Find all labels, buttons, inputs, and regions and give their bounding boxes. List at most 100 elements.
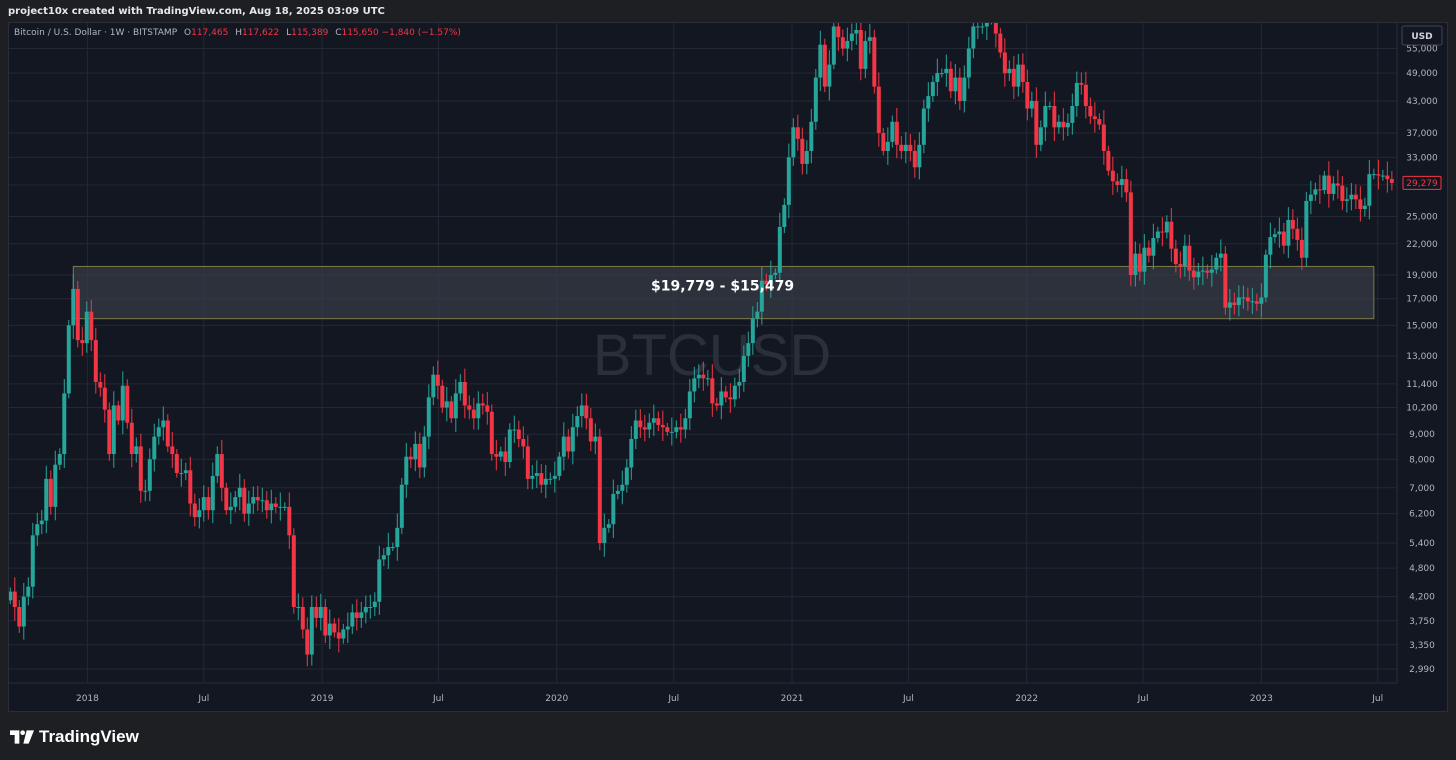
candle-body	[381, 555, 386, 560]
candle-body	[372, 601, 377, 608]
chart-frame[interactable]: BTCUSD $19,779 - $15,479 55,000 49,000 43,…	[8, 22, 1448, 712]
candle-body	[278, 506, 283, 508]
candle-body	[507, 429, 512, 462]
candle-body	[998, 33, 1003, 53]
candle-body	[503, 451, 508, 462]
candle-body	[777, 227, 782, 273]
candle-body	[1254, 301, 1259, 304]
candle-body	[701, 374, 706, 379]
candle-body	[687, 391, 692, 419]
candle-body	[1272, 234, 1277, 238]
symbol-legend: Bitcoin / U.S. Dollar · 1W · BITSTAMP O1…	[14, 28, 461, 38]
candle-body	[750, 318, 755, 344]
candle-body	[638, 420, 643, 428]
candle-body	[1173, 248, 1178, 265]
candle-body	[926, 96, 931, 109]
candle-body	[471, 409, 476, 419]
support-zone-label: $19,779 - $15,479	[651, 279, 794, 295]
candle-body	[984, 23, 989, 27]
candle-body	[728, 397, 733, 400]
candle-body	[1209, 269, 1214, 273]
candle-body	[656, 418, 661, 425]
candle-body	[1160, 231, 1165, 233]
symbol-title: Bitcoin / U.S. Dollar · 1W · BITSTAMP	[14, 28, 178, 38]
candle-body	[404, 456, 409, 485]
usd-button-label: USD	[1411, 32, 1432, 42]
time-axis[interactable]: 2018 Jul 2019 Jul 2020 Jul 2021 Jul 2022 Jul 2023 J…	[9, 682, 1397, 704]
candle-body	[881, 132, 886, 152]
candlestick-chart[interactable]: BTCUSD $19,779 - $15,479 55,00049,00043,…	[9, 23, 1447, 711]
candle-body	[917, 144, 922, 168]
support-zone[interactable]	[72, 265, 1375, 320]
time-tick-label: 2018	[76, 694, 99, 704]
candle-body	[453, 393, 458, 419]
candle-body	[1070, 105, 1075, 123]
candle-body	[251, 497, 256, 504]
candle-body	[1047, 105, 1052, 107]
price-tick-label: 13,000	[1406, 352, 1438, 362]
price-axis[interactable]: 55,00049,00043,00037,00033,00029,00025,0…	[1396, 23, 1447, 711]
candle-body	[723, 391, 728, 398]
candle-body	[1128, 192, 1133, 276]
candle-body	[165, 420, 170, 447]
candle-body	[354, 612, 359, 618]
price-tick-label: 33,000	[1406, 153, 1438, 163]
candle-body	[1137, 253, 1142, 272]
candle-body	[291, 535, 296, 608]
candle-body	[921, 108, 926, 145]
candle-body	[174, 454, 179, 474]
footer-bar: TradingView	[0, 712, 1456, 760]
candle-body	[368, 607, 373, 609]
candle-body	[575, 416, 580, 428]
candle-body	[530, 475, 535, 479]
candle-body	[422, 436, 427, 468]
candle-body	[66, 325, 71, 394]
price-tick-label: 4,200	[1409, 593, 1435, 603]
candle-body	[552, 475, 557, 479]
close-label: C	[335, 28, 342, 38]
candle-body	[584, 405, 589, 419]
candle-body	[1295, 228, 1300, 240]
usd-button[interactable]: USD	[1401, 25, 1443, 46]
time-tick-label: 2023	[1250, 694, 1273, 704]
close-value: 115,650	[341, 28, 379, 38]
candle-body	[1241, 297, 1246, 299]
time-tick-label: Jul	[1137, 694, 1149, 704]
price-tick-label: 19,000	[1406, 271, 1438, 281]
candle-body	[732, 385, 737, 400]
candle-body	[192, 503, 197, 518]
candle-body	[863, 40, 868, 69]
candle-body	[1025, 82, 1030, 109]
candle-body	[1236, 297, 1241, 306]
candle-body	[872, 37, 877, 87]
candle-body	[624, 467, 629, 485]
candle-body	[143, 490, 148, 492]
candle-body	[831, 26, 836, 65]
tradingview-brand[interactable]: TradingView	[10, 727, 139, 747]
time-tick-label: Jul	[902, 694, 914, 704]
candle-body	[1101, 124, 1106, 152]
candle-body	[1074, 82, 1079, 106]
candle-body	[21, 596, 26, 627]
candle-body	[431, 374, 436, 398]
candle-body	[755, 311, 760, 319]
candle-body	[125, 385, 130, 423]
candle-body	[539, 473, 544, 485]
candle-body	[80, 340, 85, 344]
candle-body	[1389, 179, 1394, 183]
candle-body	[737, 381, 742, 386]
candle-body	[705, 378, 710, 380]
candle-body	[1358, 199, 1363, 209]
candle-body	[75, 288, 80, 341]
candle-body	[579, 405, 584, 417]
high-label: H	[235, 28, 242, 38]
candle-body	[566, 436, 571, 452]
candle-body	[1065, 122, 1070, 128]
candle-body	[1079, 82, 1084, 85]
candle-body	[1151, 238, 1156, 256]
candle-body	[1061, 121, 1066, 128]
candle-body	[975, 26, 980, 28]
candle-body	[867, 37, 872, 41]
candle-body	[1115, 181, 1120, 185]
candle-body	[156, 427, 161, 437]
